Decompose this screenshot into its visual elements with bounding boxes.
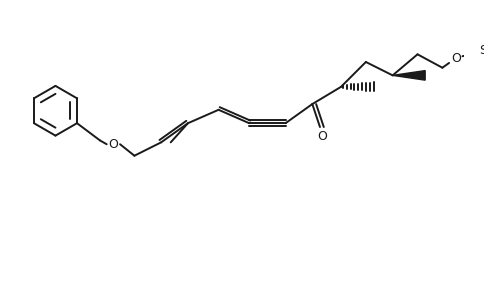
Text: O: O [316,130,326,143]
Text: Si: Si [478,44,484,57]
Polygon shape [392,71,424,80]
Text: O: O [450,52,460,65]
Text: O: O [108,138,118,151]
